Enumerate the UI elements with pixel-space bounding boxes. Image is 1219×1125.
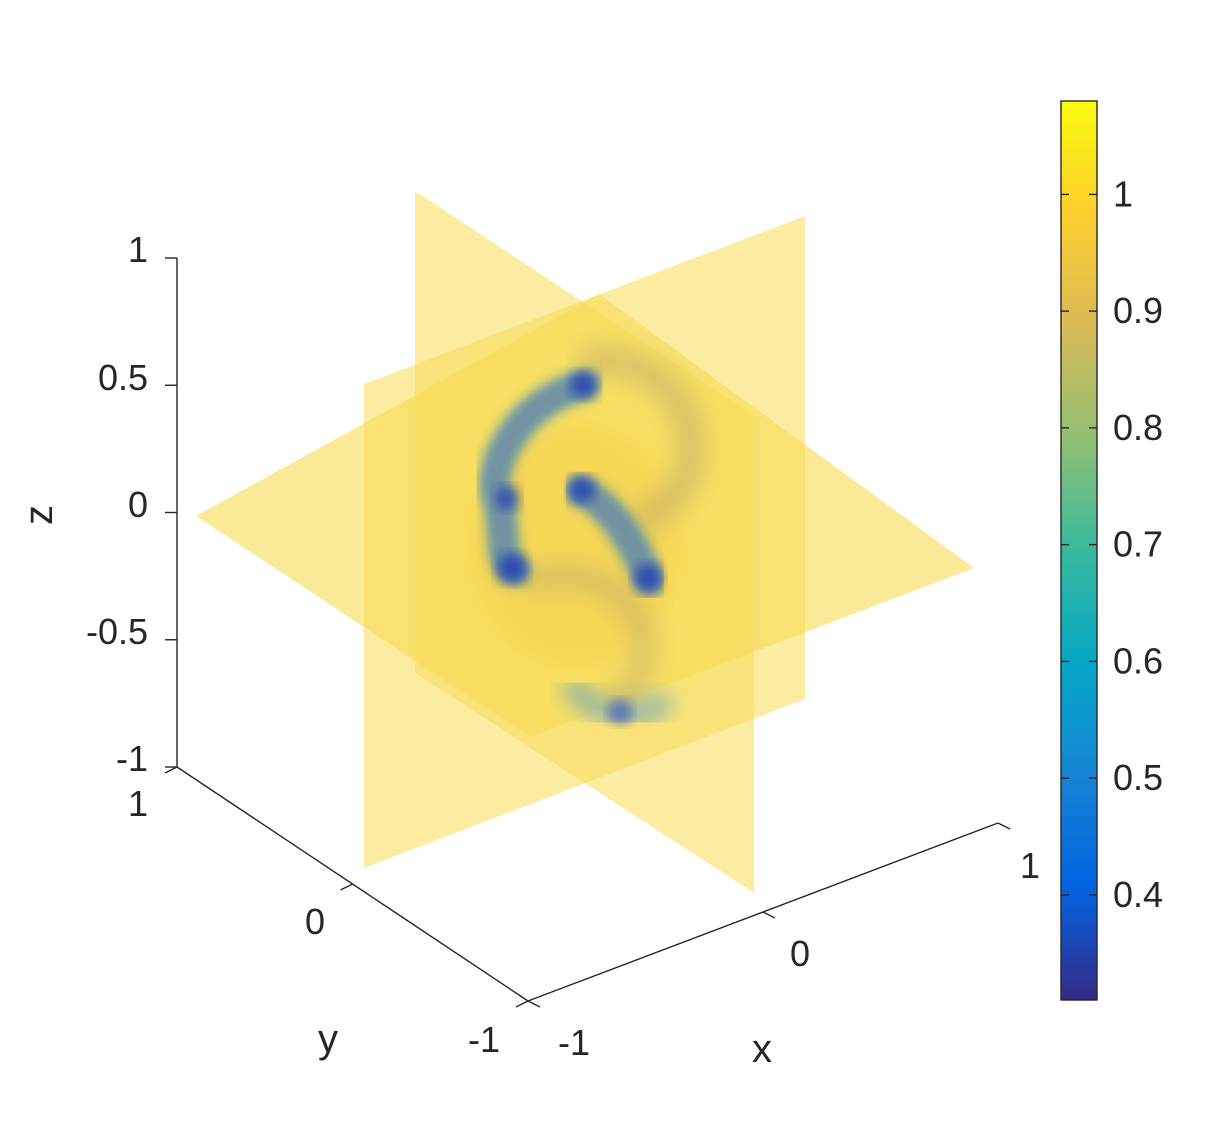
colorbar-tick-label: 0.4 — [1113, 874, 1163, 915]
colorbar-tick-label: 0.5 — [1113, 757, 1163, 798]
x-tick-labels: -1 0 1 — [558, 845, 1040, 1063]
y-axis-label: y — [318, 1017, 338, 1061]
axis-tick-mark — [340, 883, 353, 891]
x-axis-label: x — [752, 1027, 772, 1071]
axis-tick-mark — [515, 1000, 529, 1008]
colorbar: 0.4 0.5 0.6 0.7 0.8 0.9 1 — [1060, 100, 1163, 1001]
colorbar-tick-label: 0.9 — [1113, 290, 1163, 331]
axis-tick-mark — [997, 822, 1011, 830]
axis-tick-mark — [527, 1000, 541, 1008]
colorbar-tick-label: 1 — [1113, 173, 1133, 214]
colorbar-tick-label: 0.7 — [1113, 524, 1163, 565]
z-tick-labels: 1 0.5 0 -0.5 -1 — [86, 229, 148, 779]
y-tick-label: 1 — [128, 783, 148, 824]
x-tick-label: 0 — [790, 933, 810, 974]
axis-tick-mark — [164, 766, 178, 774]
colorbar-ticks: 0.4 0.5 0.6 0.7 0.8 0.9 1 — [1061, 173, 1163, 915]
colorbar-gradient — [1060, 100, 1098, 1001]
x-tick-label: 1 — [1020, 845, 1040, 886]
y-tick-labels: 1 0 -1 — [128, 783, 500, 1060]
slice-planes — [196, 191, 974, 893]
z-tick-label: 1 — [128, 229, 148, 270]
axis-ticks — [164, 257, 1011, 1008]
z-axis-label: z — [17, 505, 61, 525]
volume-structures — [480, 343, 709, 728]
z-tick-label: 0.5 — [98, 357, 148, 398]
y-tick-label: 0 — [305, 901, 325, 942]
z-tick-label: -1 — [116, 738, 148, 779]
colorbar-tick-label: 0.8 — [1113, 407, 1163, 448]
z-tick-label: 0 — [128, 484, 148, 525]
x-tick-label: -1 — [558, 1022, 590, 1063]
colorbar-tick-label: 0.6 — [1113, 640, 1163, 681]
axis-tick-mark — [762, 911, 776, 919]
z-tick-label: -0.5 — [86, 611, 148, 652]
y-tick-label: -1 — [468, 1019, 500, 1060]
